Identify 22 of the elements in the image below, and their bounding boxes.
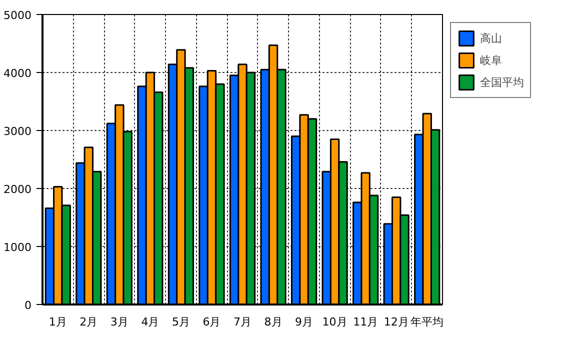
x-tick-label: 6月 — [202, 316, 221, 328]
x-tick-label: 2月 — [80, 316, 98, 328]
x-tick-label: 12月 — [384, 316, 409, 328]
legend-label: 全国平均 — [480, 74, 524, 90]
x-tick-label: 年平均 — [410, 316, 444, 328]
y-tick-label: 4000 — [4, 67, 32, 80]
y-tick-label: 2000 — [4, 183, 32, 196]
x-tick-label: 4月 — [141, 316, 160, 328]
x-tick-label: 1月 — [48, 316, 67, 328]
x-tick-label: 7月 — [234, 316, 252, 328]
x-tick-label: 11月 — [353, 316, 378, 328]
x-tick-label: 5月 — [172, 316, 190, 328]
x-tick-label: 8月 — [264, 316, 282, 328]
y-tick-label: 1000 — [4, 241, 32, 254]
y-tick-label: 3000 — [4, 125, 32, 138]
legend-label: 岐阜 — [480, 52, 502, 68]
x-tick-label: 3月 — [110, 316, 128, 328]
x-tick-label: 9月 — [295, 316, 314, 328]
x-tick-label: 10月 — [322, 316, 348, 328]
legend-label: 高山 — [480, 30, 502, 46]
y-tick-label: 0 — [24, 299, 32, 312]
y-tick-label: 5000 — [4, 9, 32, 22]
